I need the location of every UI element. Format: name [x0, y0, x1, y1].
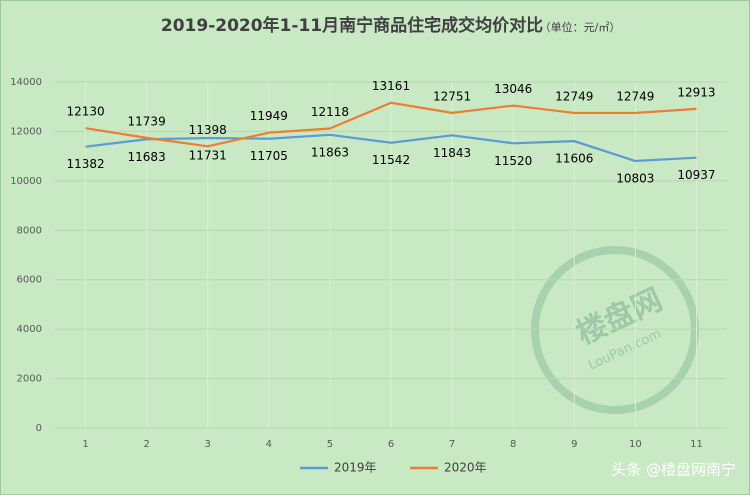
chart-subtitle: （单位：元/㎡） [540, 20, 621, 34]
data-label: 12118 [311, 105, 349, 119]
y-tick-label: 10000 [10, 176, 42, 187]
y-tick-label: 12000 [10, 126, 42, 137]
x-tick-label: 8 [510, 439, 516, 450]
series-line [85, 133, 697, 163]
y-tick-label: 6000 [17, 275, 42, 286]
data-label: 11705 [250, 149, 288, 163]
data-label: 10937 [677, 168, 715, 182]
data-label: 11683 [128, 150, 166, 164]
data-label: 11398 [189, 123, 227, 137]
x-tick-label: 3 [205, 439, 211, 450]
y-tick-label: 0 [36, 423, 42, 434]
y-tick-label: 14000 [10, 77, 42, 88]
data-label: 13046 [494, 82, 532, 96]
data-label: 13161 [372, 79, 410, 93]
x-tick-label: 11 [690, 439, 703, 450]
y-tick-label: 2000 [17, 374, 42, 385]
chart-title: 2019-2020年1-11月南宁商品住宅成交均价对比 [161, 15, 543, 36]
series-line [85, 101, 697, 148]
data-label: 11739 [128, 114, 166, 128]
y-tick-label: 8000 [17, 225, 42, 236]
data-label: 12749 [555, 89, 593, 103]
data-label: 12749 [616, 89, 654, 103]
data-label: 11949 [250, 109, 288, 123]
x-tick-label: 2 [143, 439, 149, 450]
footer: 头条 @楼盘网南宁 [611, 461, 736, 479]
x-tick-label: 4 [266, 439, 272, 450]
x-tick-label: 1 [82, 439, 88, 450]
x-tick-label: 7 [449, 439, 455, 450]
data-label: 11606 [555, 152, 593, 166]
x-tick-label: 6 [388, 439, 394, 450]
legend-label: 2020年 [444, 461, 487, 475]
data-label: 11863 [311, 145, 349, 159]
legend-label: 2019年 [334, 461, 377, 475]
data-label: 11382 [66, 157, 104, 171]
data-label: 11520 [494, 154, 532, 168]
data-label: 12130 [66, 105, 104, 119]
x-tick-label: 5 [327, 439, 333, 450]
y-tick-label: 4000 [17, 324, 42, 335]
data-label: 11542 [372, 153, 410, 167]
data-label: 11843 [433, 146, 471, 160]
data-label: 12751 [433, 89, 471, 103]
x-tick-label: 10 [629, 439, 642, 450]
data-label: 12913 [677, 85, 715, 99]
data-label: 11731 [189, 149, 227, 163]
data-label: 10803 [616, 172, 654, 186]
watermark-ring [531, 246, 699, 414]
x-tick-label: 9 [571, 439, 577, 450]
